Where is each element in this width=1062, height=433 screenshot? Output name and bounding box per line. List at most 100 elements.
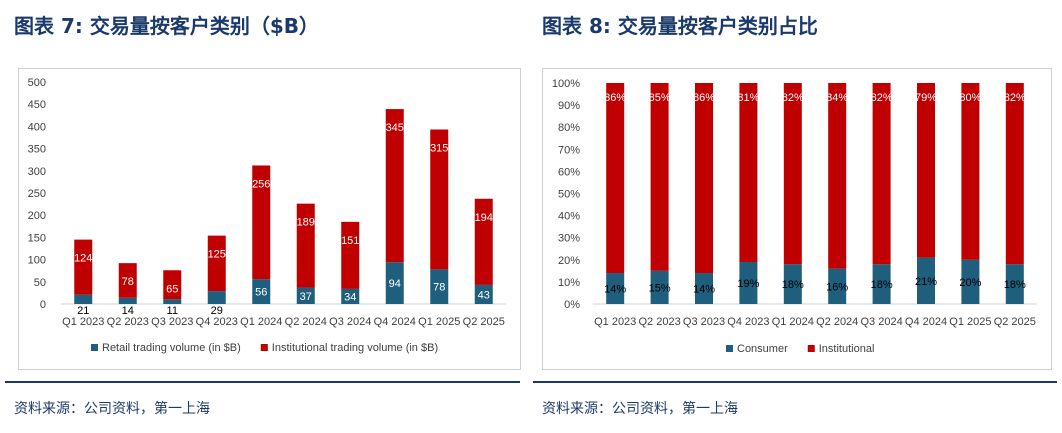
data-label: 82%: [871, 92, 893, 104]
data-label: 16%: [826, 281, 848, 293]
x-tick-label: Q2 2025: [994, 316, 1036, 328]
bar-segment: [828, 83, 847, 269]
bar-segment: [739, 262, 758, 304]
x-tick-label: Q3 2023: [151, 316, 193, 328]
data-label: 18%: [871, 279, 893, 291]
bar-segment: [474, 284, 493, 304]
y-tick-label: 100%: [552, 78, 580, 90]
data-label: 21: [77, 305, 89, 317]
y-tick-label: 90%: [558, 100, 580, 112]
data-label: 78: [433, 282, 445, 294]
bar-segment: [606, 83, 625, 274]
bar-segment: [207, 291, 226, 304]
right-footer-rule: [533, 381, 1057, 383]
bar-segment: [606, 273, 625, 304]
y-tick-label: 250: [28, 188, 46, 200]
data-label: 65: [166, 283, 178, 295]
x-tick-label: Q1 2023: [594, 316, 636, 328]
data-label: 18%: [782, 279, 804, 291]
left-chart-panel: 0 50 100 150 200 250 300 350 400 450 500 21 124 Q1 20…: [18, 68, 521, 370]
bar-segment: [430, 269, 449, 304]
bar-segment: [695, 83, 713, 274]
y-tick-label: 50: [34, 277, 46, 289]
data-label: 86%: [693, 92, 715, 104]
x-tick-label: Q3 2023: [683, 316, 725, 328]
left-footer-rule: [5, 381, 520, 383]
x-tick-label: Q4 2023: [196, 316, 238, 328]
bar-segment: [1005, 264, 1024, 304]
data-label: 79%: [915, 92, 937, 104]
data-label: 29: [211, 305, 223, 317]
x-tick-label: Q1 2025: [418, 316, 460, 328]
data-label: 21%: [915, 276, 937, 288]
data-label: 15%: [649, 282, 671, 294]
x-tick-label: Q1 2024: [772, 316, 814, 328]
data-label: 34: [344, 291, 356, 303]
data-label: 80%: [959, 92, 981, 104]
y-tick-label: 80%: [558, 122, 580, 134]
bar-segment: [474, 198, 493, 285]
bar-segment: [695, 273, 713, 304]
bar-segment: [917, 83, 935, 258]
bar-segment: [1005, 83, 1024, 265]
y-tick-label: 20%: [558, 255, 580, 267]
y-tick-label: 450: [28, 99, 46, 111]
legend-swatch: [807, 345, 815, 352]
right-chart-panel: 0% 10% 20% 30% 40% 50% 60% 70% 80% 90% 100% 14% 86% Q…: [542, 68, 1052, 370]
x-tick-label: Q4 2024: [374, 316, 416, 328]
legend-label: Institutional trading volume (in $B): [272, 342, 438, 354]
y-tick-label: 10%: [558, 277, 580, 289]
x-tick-label: Q1 2025: [949, 316, 991, 328]
data-label: 315: [430, 143, 448, 155]
data-label: 86%: [604, 92, 626, 104]
bar-segment: [739, 83, 758, 263]
data-label: 189: [297, 217, 315, 229]
data-label: 14: [122, 305, 134, 317]
y-tick-label: 500: [28, 77, 46, 89]
data-label: 20%: [959, 277, 981, 289]
data-label: 82%: [782, 92, 804, 104]
x-tick-label: Q3 2024: [860, 316, 902, 328]
data-label: 125: [208, 249, 226, 261]
bar-segment: [783, 264, 802, 304]
data-label: 345: [386, 122, 404, 134]
bar-segment: [650, 83, 669, 271]
y-tick-label: 40%: [558, 211, 580, 223]
bar-segment: [118, 297, 137, 304]
legend-label: Institutional: [819, 343, 875, 355]
x-tick-label: Q2 2024: [285, 316, 327, 328]
data-label: 78: [122, 276, 134, 288]
bar-segment: [385, 262, 404, 304]
bar-segment: [828, 268, 847, 304]
bar-segment: [917, 257, 935, 304]
data-label: 43: [478, 289, 490, 301]
bar-segment: [961, 83, 980, 260]
data-label: 56: [255, 287, 267, 299]
bar-segment: [252, 279, 271, 304]
bar-segment: [341, 221, 360, 289]
legend-label: Consumer: [737, 343, 788, 355]
x-tick-label: Q2 2023: [638, 316, 680, 328]
y-tick-label: 150: [28, 232, 46, 244]
legend-swatch: [260, 344, 268, 351]
x-tick-label: Q1 2023: [62, 316, 104, 328]
volume-stacked-bar-chart: 0 50 100 150 200 250 300 350 400 450 500 21 124 Q1 20…: [28, 77, 506, 354]
bar-segment: [872, 83, 891, 265]
bar-segment: [296, 287, 315, 304]
x-tick-label: Q4 2024: [905, 316, 947, 328]
bar-segment: [74, 294, 93, 304]
y-tick-label: 400: [28, 121, 46, 133]
y-tick-label: 30%: [558, 233, 580, 245]
data-label: 124: [74, 253, 92, 265]
data-label: 194: [475, 212, 493, 224]
x-tick-label: Q2 2024: [816, 316, 858, 328]
legend-swatch: [91, 344, 98, 351]
bar-segment: [783, 83, 802, 265]
y-tick-label: 50%: [558, 189, 580, 201]
share-stacked-bar-chart: 0% 10% 20% 30% 40% 50% 60% 70% 80% 90% 100% 14% 86% Q…: [552, 78, 1037, 355]
data-label: 37: [300, 291, 312, 303]
left-figure-title: 图表 7: 交易量按客户类别（$B）: [14, 14, 319, 38]
x-tick-label: Q3 2024: [329, 316, 371, 328]
bar-segment: [118, 263, 137, 298]
y-tick-label: 0%: [564, 299, 580, 311]
